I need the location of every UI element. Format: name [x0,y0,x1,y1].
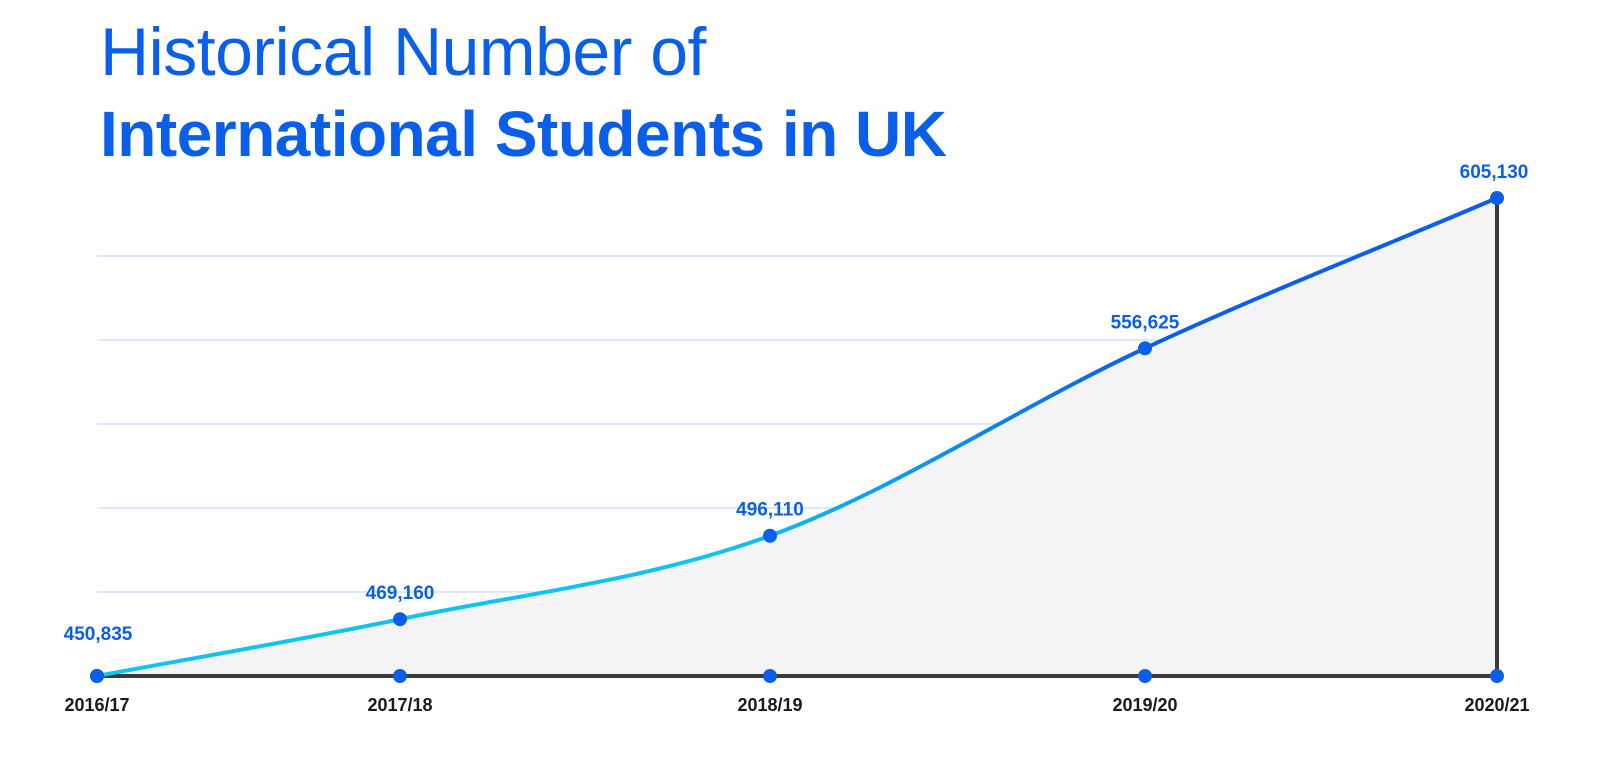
x-tick-label: 2020/21 [1464,695,1529,715]
x-tick-label: 2018/19 [737,695,802,715]
data-point [90,669,104,683]
data-label: 605,130 [1460,162,1529,183]
area-fill [97,198,1497,676]
x-tick-dot [393,669,407,683]
title-line-1: Historical Number of [100,14,706,90]
data-point [1138,341,1152,356]
data-label: 469,160 [366,583,435,604]
x-tick-label: 2017/18 [367,695,432,715]
chart-title: Historical Number of International Stude… [100,14,947,170]
data-point [1490,191,1504,205]
data-label: 556,625 [1111,312,1180,333]
title-line-2: International Students in UK [100,98,947,170]
x-tick-label: 2019/20 [1112,695,1177,715]
data-label: 450,835 [64,624,133,645]
x-tick-dot [1138,669,1152,683]
x-tick-dot [1490,669,1504,683]
chart-marks: 450,835 2016/17 469,160 2017/18 496,110 2018/… [64,162,1530,715]
data-label: 496,110 [736,500,804,521]
x-tick-dot [763,669,777,683]
data-point [393,612,407,627]
x-tick-label: 2016/17 [64,695,129,715]
data-point [763,528,777,543]
series-line [95,196,1499,678]
